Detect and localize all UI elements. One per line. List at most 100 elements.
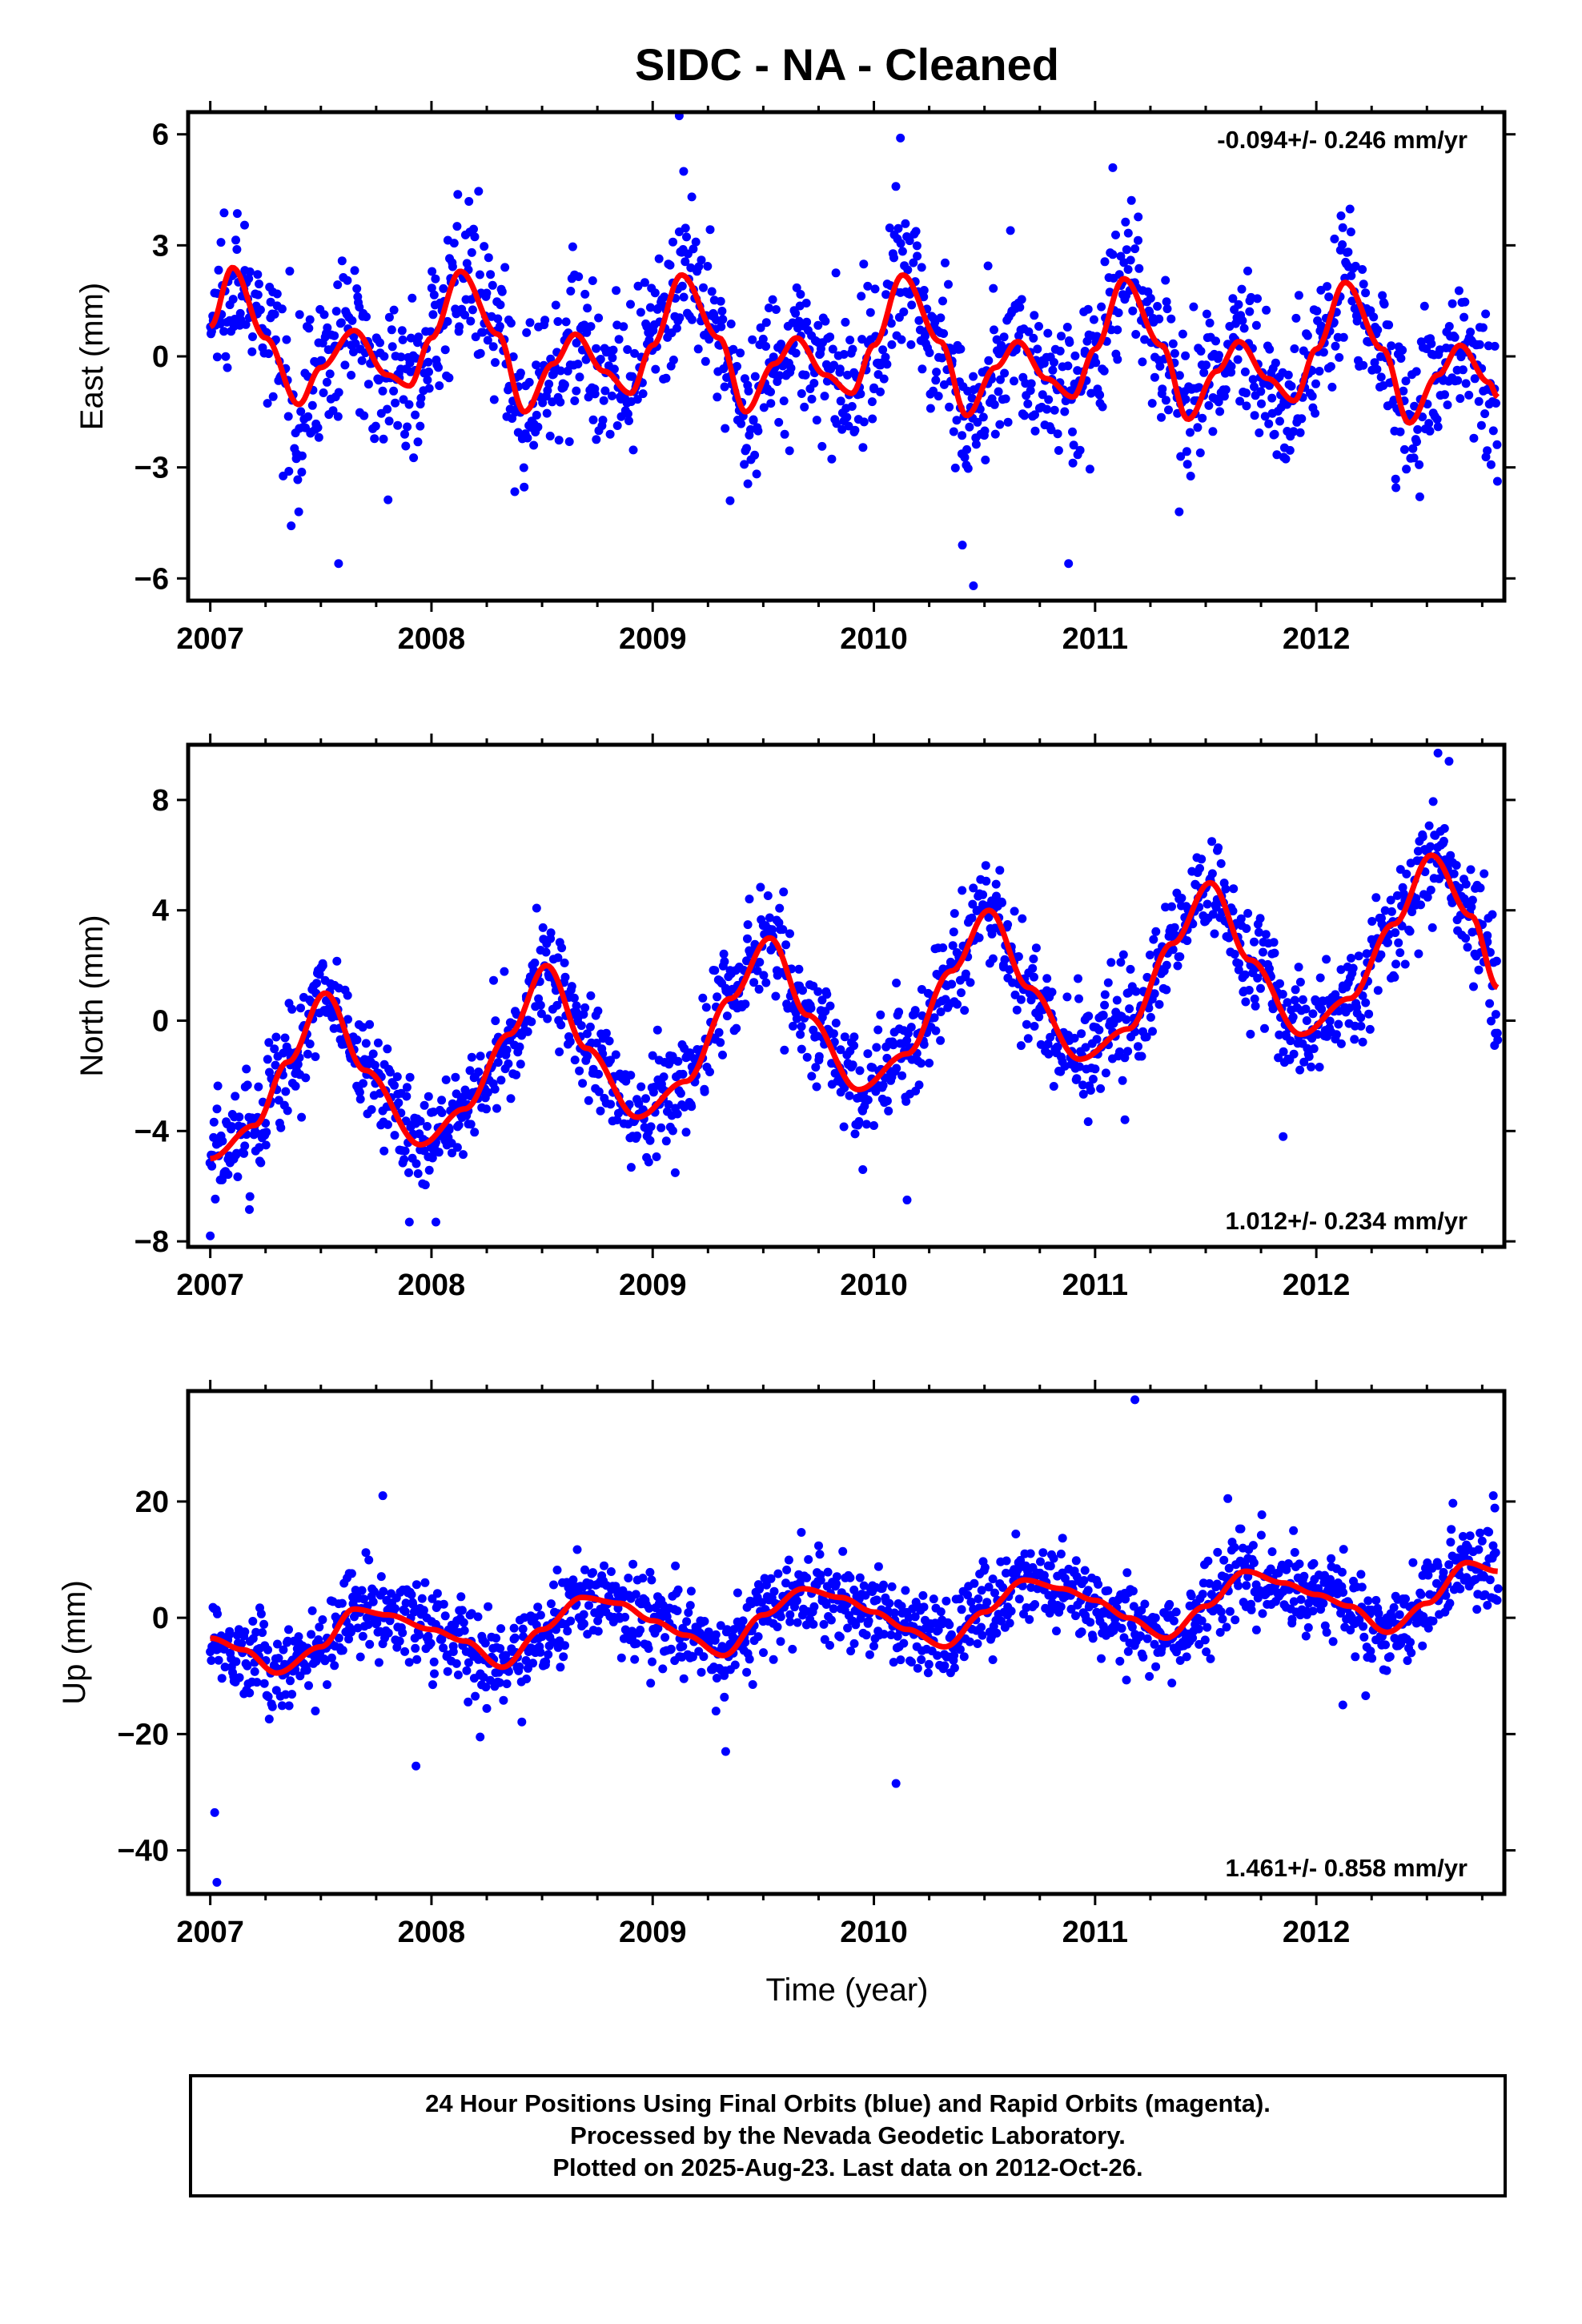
data-point [368,1049,378,1059]
data-point [549,1580,558,1590]
data-point [950,909,959,919]
data-point [1289,1049,1299,1059]
data-point [555,1047,564,1056]
data-point [1000,955,1010,964]
data-point [801,299,811,308]
data-point [452,222,462,231]
data-point [644,1157,653,1167]
data-point [548,369,558,379]
data-point [580,1003,590,1012]
data-point [567,982,576,991]
data-point [980,426,990,436]
data-point [967,393,977,403]
data-point [1255,914,1265,923]
data-point [259,1679,269,1688]
data-point [775,371,785,380]
data-point [999,332,1009,342]
data-point [285,267,295,276]
data-point [373,1038,383,1047]
data-point [768,925,777,935]
data-point [705,335,714,344]
data-point [1092,332,1102,341]
data-point [219,208,229,218]
data-point [606,1055,615,1065]
data-point [1151,1662,1161,1671]
data-point [1303,331,1312,340]
data-point [582,328,592,337]
data-point [1151,927,1161,936]
data-point [1406,1638,1415,1647]
data-point [1295,428,1305,437]
data-point [975,404,985,414]
data-point [307,1630,316,1639]
data-point [869,1642,878,1651]
data-point [1287,1614,1297,1624]
outlier-point [404,1217,414,1227]
data-point [270,309,279,319]
data-point [1299,1571,1309,1581]
data-point [488,280,497,290]
data-point [644,336,654,345]
data-point [355,1088,364,1097]
data-point [1056,1602,1066,1611]
data-point [782,1565,792,1574]
data-point [1358,265,1367,274]
data-point [1243,909,1253,918]
x-tick-label: 2011 [1062,1916,1128,1949]
data-point [460,1085,470,1095]
data-point [1272,450,1282,460]
data-point [850,1129,860,1139]
data-point [1242,924,1251,933]
data-point [522,328,532,337]
data-point [1373,325,1383,335]
data-point [899,308,909,316]
data-point [583,1051,592,1061]
data-point [863,1096,873,1104]
data-point [1230,950,1239,959]
data-point [1134,263,1144,273]
data-point [1202,1647,1211,1657]
y-tick-label: 3 [152,229,169,263]
outlier-point [476,1732,485,1742]
data-point [960,1006,970,1015]
data-point [1289,1526,1299,1535]
data-point [882,1096,892,1106]
data-point [560,1641,569,1651]
data-point [552,1000,562,1010]
data-point [568,242,577,251]
data-point [484,253,493,263]
data-point [881,352,890,362]
data-point [925,1059,934,1068]
data-point [1010,990,1020,999]
data-point [365,1019,375,1029]
data-point [1189,302,1199,312]
data-point [1330,234,1339,243]
data-point [968,899,978,909]
data-point [392,1072,402,1081]
data-point [296,407,306,416]
data-point [879,1580,888,1590]
data-point [745,1655,754,1664]
data-point [636,1625,645,1634]
data-point [1062,992,1072,1002]
data-point [245,1192,255,1201]
data-point [355,1095,365,1104]
data-point [679,292,689,302]
data-point [1474,1545,1484,1554]
data-point [1022,1019,1031,1029]
data-point [383,404,392,414]
data-point [722,1625,732,1634]
data-point [840,1032,849,1042]
data-point [263,399,272,408]
data-point [467,247,476,257]
data-point [1174,371,1184,380]
data-point [536,1009,546,1019]
data-point [914,1080,924,1090]
data-point [1260,1023,1269,1033]
data-point [374,376,383,385]
data-point [1029,333,1038,343]
data-point [1472,1605,1482,1614]
data-point [1291,313,1301,323]
data-point [317,356,326,365]
data-point [936,313,946,323]
